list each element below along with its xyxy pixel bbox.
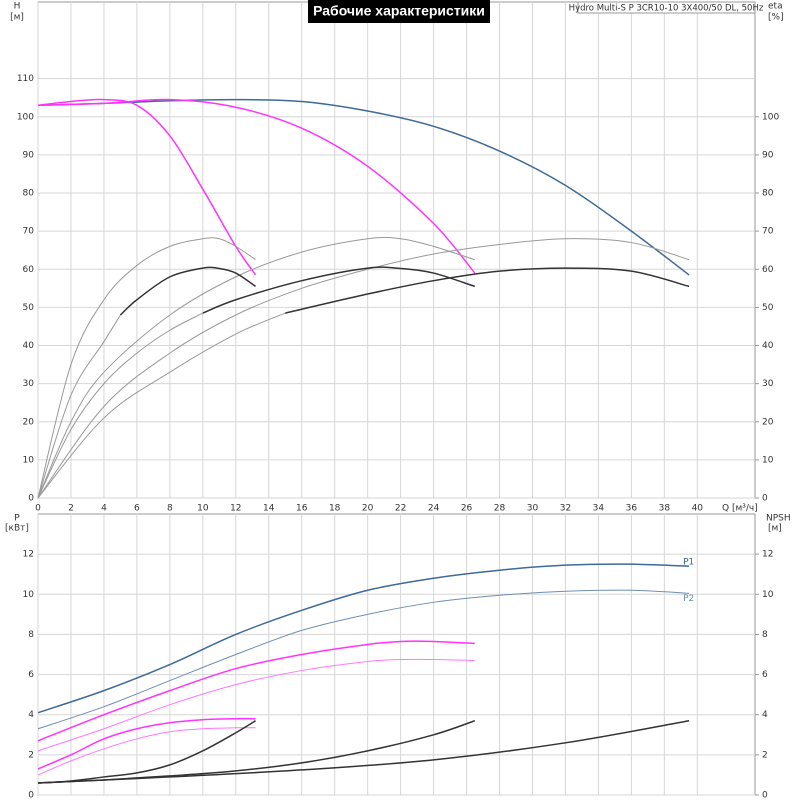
curve (37, 237, 256, 499)
x-tick-label: 0 (35, 504, 41, 514)
x-tick-label: 18 (329, 504, 341, 514)
y-axis-label: H (14, 2, 21, 12)
curve (37, 238, 690, 499)
y2-tick-label: 60 (762, 265, 774, 275)
y2-tick-label: 12 (762, 550, 773, 560)
curve (37, 719, 690, 784)
x-tick-label: 38 (659, 504, 671, 514)
y2-tick-label: 2 (762, 750, 768, 760)
curve (37, 563, 690, 714)
x-tick-label: 14 (263, 504, 275, 514)
y-tick-label: 6 (28, 670, 34, 680)
curve (119, 266, 256, 316)
x-tick-label: 12 (230, 504, 241, 514)
legend-label: P2 (683, 594, 694, 604)
y-tick-label: 90 (23, 150, 35, 160)
curve (37, 98, 476, 274)
y2-tick-label: 10 (762, 590, 774, 600)
subtitle-box (577, 1, 756, 14)
y2-axis-label: eta (768, 2, 783, 12)
y2-tick-label: 20 (762, 417, 774, 427)
curve (285, 267, 690, 314)
curve (37, 312, 204, 499)
plot-layer: 0 2 4 6 8 10 12 14 16 18 20 22 24 26 28 30 32 34 36 38 40010… (17, 2, 779, 800)
bottom-frame (37, 513, 756, 796)
y2-tick-label: 6 (762, 670, 768, 680)
y-tick-label: 4 (28, 710, 34, 720)
top-frame (37, 1, 756, 499)
x-tick-label: 16 (296, 504, 308, 514)
x-tick-label: 40 (692, 504, 704, 514)
curve (37, 236, 475, 499)
y2-tick-label: 80 (762, 189, 774, 199)
y-tick-label: 10 (23, 590, 35, 600)
x-tick-label: 34 (593, 504, 605, 514)
y-tick-label: 100 (17, 112, 34, 122)
curve (37, 589, 690, 730)
curve (37, 717, 256, 770)
x-axis-label: Q [м³/ч] (722, 504, 758, 514)
title-box (308, 0, 490, 23)
x-tick-label: 28 (494, 504, 506, 514)
y-tick-label: 8 (28, 630, 34, 640)
x-tick-label: 8 (167, 504, 173, 514)
y-axis-unit: [м] (10, 13, 24, 23)
y-axis-unit: [кВт] (5, 524, 29, 534)
curve (37, 658, 475, 752)
curve (202, 266, 476, 314)
x-tick-label: 22 (395, 504, 406, 514)
chart-subtitle: Hydro Multi-S P 3CR10-10 3X400/50 DL, 50… (569, 4, 764, 14)
y2-tick-label: 0 (762, 791, 768, 800)
x-tick-label: 24 (428, 504, 440, 514)
y2-axis-unit: [%] (768, 13, 784, 23)
x-tick-label: 26 (461, 504, 473, 514)
y-axis-label: P (14, 514, 20, 524)
y2-tick-label: 30 (762, 379, 774, 389)
y2-tick-label: 0 (762, 494, 768, 504)
y-tick-label: 60 (23, 265, 35, 275)
y-tick-label: 40 (23, 341, 35, 351)
curve (37, 312, 286, 499)
y-tick-label: 12 (23, 550, 34, 560)
y2-tick-label: 40 (762, 341, 774, 351)
curve (37, 314, 121, 499)
curve (37, 98, 690, 276)
x-tick-label: 32 (560, 504, 571, 514)
y2-tick-label: 8 (762, 630, 768, 640)
y-tick-label: 2 (28, 750, 34, 760)
x-tick-label: 20 (362, 504, 374, 514)
y2-axis-label: NPSH (766, 514, 791, 524)
x-tick-label: 4 (101, 504, 107, 514)
y2-axis-unit: [м] (768, 524, 782, 534)
curve (37, 98, 257, 276)
x-tick-label: 10 (197, 504, 209, 514)
x-tick-label: 2 (68, 504, 74, 514)
y2-tick-label: 50 (762, 303, 774, 313)
y2-tick-label: 90 (762, 150, 774, 160)
y2-tick-label: 100 (762, 112, 779, 122)
x-tick-label: 36 (626, 504, 638, 514)
y2-tick-label: 70 (762, 227, 774, 237)
y-tick-label: 80 (23, 189, 35, 199)
curve (37, 727, 256, 776)
curve (37, 640, 475, 742)
chart-title: Рабочие характеристики (313, 3, 485, 19)
y-tick-label: 70 (23, 227, 35, 237)
y-tick-label: 110 (17, 74, 34, 84)
legend-label: P1 (683, 558, 694, 568)
y2-tick-label: 4 (762, 710, 768, 720)
y-tick-label: 0 (28, 791, 34, 800)
y-tick-label: 30 (23, 379, 35, 389)
y-tick-label: 10 (23, 455, 35, 465)
y-tick-label: 20 (23, 417, 35, 427)
y-tick-label: 0 (28, 494, 34, 504)
y2-tick-label: 10 (762, 455, 774, 465)
x-tick-label: 6 (134, 504, 140, 514)
y-tick-label: 50 (23, 303, 35, 313)
x-tick-label: 30 (527, 504, 539, 514)
